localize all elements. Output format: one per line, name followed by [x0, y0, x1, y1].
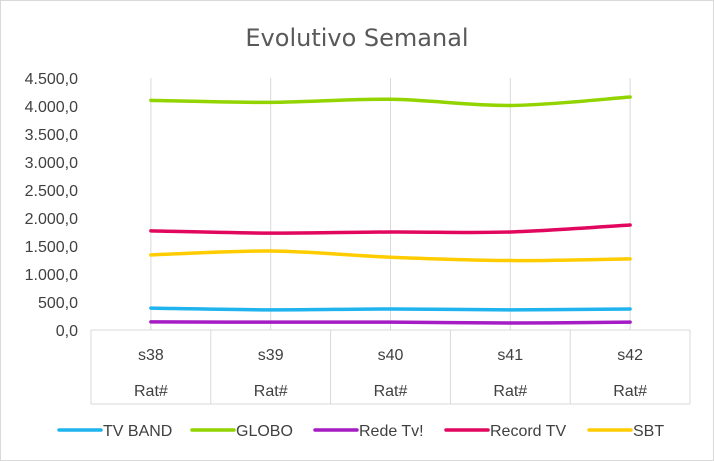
- x-tick-label: s40: [378, 347, 404, 364]
- x-tick-sublabel: Rat#: [613, 383, 647, 400]
- x-tick-label: s39: [258, 347, 284, 364]
- x-axis: s38 Rat# s39 Rat# s40 Rat# s41 Rat# s42 Rat#: [90, 329, 691, 405]
- series-line-record-tv: [149, 223, 632, 235]
- chart-title: Evolutivo Semanal: [245, 24, 468, 52]
- x-gridlines: [150, 78, 631, 330]
- x-tick-sublabel: Rat#: [374, 383, 408, 400]
- series-lines: [149, 95, 632, 325]
- x-tick-label: s42: [617, 347, 643, 364]
- series-line-rede-tv: [149, 320, 632, 325]
- y-tick-label: 1.500,0: [25, 239, 78, 256]
- y-tick-label: 4.000,0: [25, 99, 78, 116]
- series-line-tv-band: [149, 306, 632, 312]
- legend-label: Record TV: [490, 423, 567, 440]
- y-tick-label: 0,0: [56, 323, 78, 340]
- y-tick-label: 3.000,0: [25, 155, 78, 172]
- legend-label: GLOBO: [236, 423, 293, 440]
- y-tick-label: 3.500,0: [25, 127, 78, 144]
- legend: TV BAND GLOBO Rede Tv! Record TV SBT: [57, 423, 664, 440]
- x-tick-sublabel: Rat#: [254, 383, 288, 400]
- y-tick-label: 2.000,0: [25, 211, 78, 228]
- y-tick-label: 500,0: [38, 295, 78, 312]
- series-line-sbt: [149, 249, 632, 263]
- y-axis: 0,0 500,0 1.000,0 1.500,0 2.000,0 2.500,0 3.00…: [25, 71, 78, 340]
- x-tick-sublabel: Rat#: [134, 383, 168, 400]
- series-line-globo: [149, 95, 632, 108]
- x-tick-label: s38: [138, 347, 164, 364]
- y-tick-label: 1.000,0: [25, 267, 78, 284]
- legend-label: SBT: [633, 423, 664, 440]
- x-tick-sublabel: Rat#: [493, 383, 527, 400]
- legend-label: Rede Tv!: [359, 423, 424, 440]
- legend-label: TV BAND: [103, 423, 172, 440]
- x-tick-label: s41: [497, 347, 523, 364]
- y-tick-label: 4.500,0: [25, 71, 78, 88]
- y-tick-label: 2.500,0: [25, 183, 78, 200]
